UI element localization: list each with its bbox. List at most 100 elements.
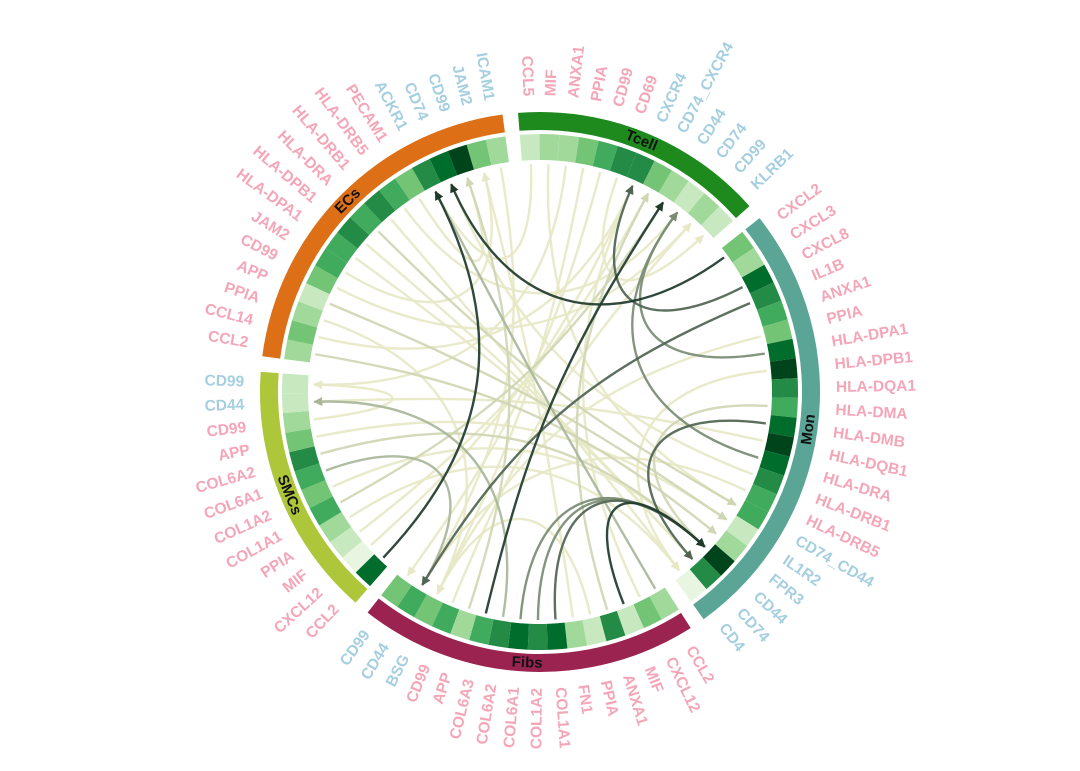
heat-cell [687, 193, 720, 226]
gene-label-ppia: PPIA [222, 279, 262, 307]
gene-label-hla-dma: HLA-DMA [835, 402, 908, 423]
interaction-link [382, 190, 481, 559]
heat-cell [658, 170, 689, 203]
interaction-link [652, 404, 768, 548]
gene-label-app: APP [234, 257, 270, 285]
gene-label-col6a2: COL6A2 [474, 683, 501, 746]
gene-label-hla-dpa1: HLA-DPA1 [830, 321, 909, 351]
sector-track-tcell [518, 111, 750, 219]
heat-cell [592, 140, 618, 171]
gene-label-cd99: CD99 [206, 419, 248, 441]
heat-cell [745, 484, 777, 513]
heat-cell [675, 569, 707, 602]
heat-cell [507, 622, 529, 650]
heat-cell [325, 232, 358, 263]
gene-label-hla-dpb1: HLA-DPB1 [834, 349, 914, 373]
heat-cell [599, 610, 626, 642]
heat-cell [519, 134, 540, 161]
interaction-link [421, 302, 751, 586]
heat-cell [450, 609, 477, 641]
gene-label-jam2: JAM2 [448, 63, 475, 107]
heat-cell [752, 467, 785, 495]
gene-label-cd44: CD44 [204, 396, 245, 415]
interaction-link [313, 396, 509, 618]
heat-cell [626, 152, 655, 185]
heat-cell [282, 393, 309, 414]
interaction-link [605, 501, 706, 605]
heat-cell [350, 203, 382, 235]
heat-cell [673, 181, 705, 214]
interaction-link [403, 207, 679, 295]
heat-cell [768, 415, 797, 438]
heat-cell [315, 248, 348, 279]
heat-cell [342, 541, 375, 573]
heat-cell [414, 594, 443, 627]
heat-cell [285, 428, 315, 453]
interaction-link [377, 230, 737, 506]
interaction-link [612, 184, 744, 312]
heat-cell [282, 373, 309, 394]
sector-track-fibs [367, 598, 691, 673]
heat-cell [466, 139, 492, 170]
gene-label-hla-dmb: HLA-DMB [832, 424, 906, 451]
heat-cell [429, 151, 458, 183]
heat-cell [701, 206, 734, 239]
gene-label-ccl14: CCL14 [203, 301, 255, 329]
interaction-link [421, 456, 747, 586]
heat-cell [643, 160, 673, 193]
heat-cell [355, 554, 388, 587]
heat-cell [287, 320, 318, 345]
heat-cell [771, 378, 798, 398]
heat-cell [732, 247, 765, 278]
heat-cell [469, 615, 494, 645]
heat-cell [539, 134, 560, 161]
gene-label-app: APP [430, 671, 456, 707]
heat-cell [770, 397, 798, 418]
interaction-link [339, 201, 665, 504]
heat-cell [616, 604, 644, 636]
interaction-link [316, 420, 728, 521]
heat-cell [337, 217, 370, 249]
gene-label-icam1: ICAM1 [472, 51, 497, 102]
heat-cell [284, 339, 313, 363]
heat-cell [741, 264, 774, 294]
interaction-link [647, 419, 766, 560]
interaction-link [546, 164, 737, 506]
heat-cell [289, 446, 320, 472]
sector-track-ecs [262, 114, 505, 359]
interaction-link [323, 319, 468, 595]
gene-label-ppia: PPIA [825, 303, 864, 328]
heat-cell [582, 616, 607, 646]
heat-cell [298, 283, 330, 311]
interaction-link [313, 380, 394, 421]
heat-cell [633, 596, 662, 629]
interaction-link [390, 218, 680, 571]
heat-cell [770, 358, 798, 380]
gene-label-col1a1: COL1A1 [552, 687, 573, 750]
heat-cell [397, 585, 427, 618]
heat-cell [485, 136, 509, 166]
interaction-link [465, 177, 511, 610]
heat-cell [395, 168, 425, 201]
heat-cell [282, 410, 311, 433]
gene-label-ppia: PPIA [597, 679, 622, 718]
heat-cell [292, 301, 323, 328]
heat-cell [527, 623, 548, 650]
interaction-link [434, 164, 533, 260]
heat-cell [609, 146, 637, 177]
interaction-link [406, 171, 602, 577]
expression-heatmap-ring [282, 134, 798, 650]
interaction-link [436, 167, 585, 595]
heat-cell [575, 136, 599, 167]
heat-cell [564, 620, 588, 649]
heat-cell [319, 512, 352, 543]
interaction-link [536, 498, 706, 621]
gene-label-mif: MIF [542, 69, 560, 96]
interaction-link [581, 184, 641, 598]
gene-label-hla-dqa1: HLA-DQA1 [836, 378, 917, 396]
heat-cell [364, 190, 396, 223]
heat-cell [721, 231, 754, 263]
interaction-link [345, 172, 493, 304]
